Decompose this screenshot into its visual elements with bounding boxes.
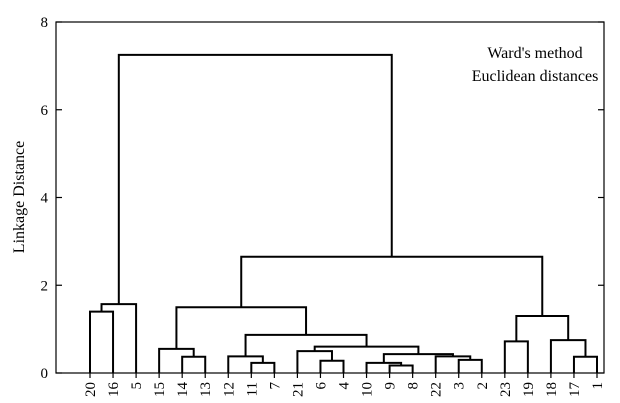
y-tick-label: 2 bbox=[41, 278, 49, 294]
leaf-label: 1 bbox=[590, 382, 606, 390]
dendrogram-link bbox=[227, 355, 264, 373]
leaf-label: 8 bbox=[406, 382, 422, 390]
leaf-label: 14 bbox=[175, 382, 191, 398]
dendrogram-link bbox=[572, 355, 598, 373]
leaf-label: 6 bbox=[313, 382, 329, 390]
leaf-label: 21 bbox=[290, 382, 306, 397]
annotation-method: Ward's method bbox=[487, 45, 582, 62]
leaf-label: 22 bbox=[429, 382, 445, 397]
leaf-label: 2 bbox=[475, 382, 491, 390]
leaf-label: 15 bbox=[152, 382, 168, 397]
dendrogram-link bbox=[434, 355, 472, 373]
dendrogram-links bbox=[89, 53, 598, 373]
x-axis-leaf-labels: 20 16 5 15 14 13 12 11 7 21 6 4 10 9 8 22 3 2 23 19 18 17 1 bbox=[83, 373, 606, 397]
annotation-distance: Euclidean distances bbox=[472, 68, 599, 85]
y-tick-label: 4 bbox=[41, 191, 49, 207]
dendrogram-link bbox=[100, 303, 138, 373]
leaf-label: 18 bbox=[544, 382, 560, 397]
dendrogram-link bbox=[250, 361, 276, 373]
leaf-label: 16 bbox=[106, 382, 122, 398]
dendrogram-link bbox=[89, 310, 115, 373]
dendrogram-link bbox=[175, 306, 308, 349]
y-axis: 0 2 4 6 8 bbox=[41, 15, 604, 382]
dendrogram-link bbox=[503, 340, 529, 373]
dendrogram-link bbox=[244, 333, 368, 357]
leaf-label: 10 bbox=[360, 382, 376, 397]
dendrogram-link bbox=[549, 339, 587, 373]
leaf-label: 3 bbox=[452, 382, 468, 390]
leaf-label: 23 bbox=[498, 382, 514, 397]
leaf-label: 4 bbox=[337, 382, 353, 390]
leaf-label: 12 bbox=[221, 382, 237, 397]
y-tick-label: 8 bbox=[41, 15, 49, 31]
dendrogram-link bbox=[181, 355, 207, 373]
leaf-label: 7 bbox=[267, 382, 283, 390]
leaf-label: 20 bbox=[83, 382, 99, 397]
dendrogram-link bbox=[158, 347, 195, 373]
leaf-label: 5 bbox=[129, 382, 145, 390]
leaf-label: 17 bbox=[567, 382, 583, 398]
dendrogram-link bbox=[457, 358, 483, 373]
dendrogram-link bbox=[117, 53, 393, 305]
leaf-label: 9 bbox=[383, 382, 399, 390]
y-tick-label: 0 bbox=[41, 366, 49, 382]
leaf-label: 19 bbox=[521, 382, 537, 397]
dendrogram-link bbox=[515, 314, 570, 342]
y-axis-label: Linkage Distance bbox=[11, 141, 28, 253]
leaf-label: 11 bbox=[244, 382, 260, 396]
dendrogram-link bbox=[296, 350, 333, 373]
dendrogram-link bbox=[388, 364, 414, 373]
dendrogram-link bbox=[382, 353, 454, 363]
dendrogram-link bbox=[319, 359, 345, 373]
dendrogram-link bbox=[365, 361, 403, 373]
leaf-label: 13 bbox=[198, 382, 214, 397]
y-tick-label: 6 bbox=[41, 103, 49, 119]
